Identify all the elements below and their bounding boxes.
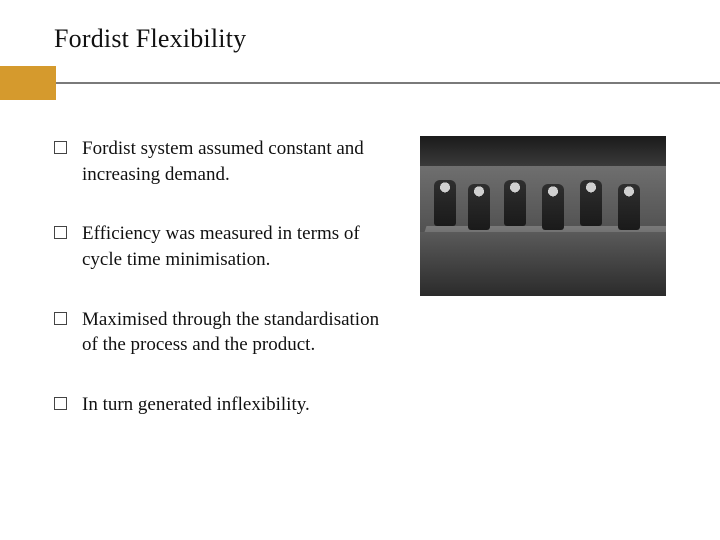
- bullet-item: Maximised through the standardisation of…: [54, 307, 396, 358]
- slide-title: Fordist Flexibility: [0, 24, 720, 66]
- title-rule: [0, 66, 720, 100]
- image-column: [420, 136, 666, 451]
- slide-body: Fordist system assumed constant and incr…: [0, 100, 720, 451]
- bullet-item: In turn generated inflexibility.: [54, 392, 396, 418]
- rule-line: [56, 82, 720, 100]
- photo-worker: [542, 184, 564, 230]
- slide: Fordist Flexibility Fordist system assum…: [0, 0, 720, 540]
- photo-worker: [618, 184, 640, 230]
- photo-ceiling: [420, 136, 666, 166]
- bullet-item: Fordist system assumed constant and incr…: [54, 136, 396, 187]
- photo-worker: [504, 180, 526, 226]
- photo-bench-near: [420, 232, 666, 296]
- rule-accent-block: [0, 66, 56, 100]
- text-column: Fordist system assumed constant and incr…: [54, 136, 396, 451]
- bullet-list: Fordist system assumed constant and incr…: [54, 136, 396, 417]
- photo-worker: [468, 184, 490, 230]
- photo-worker: [580, 180, 602, 226]
- bullet-item: Efficiency was measured in terms of cycl…: [54, 221, 396, 272]
- photo-worker: [434, 180, 456, 226]
- assembly-line-photo: [420, 136, 666, 296]
